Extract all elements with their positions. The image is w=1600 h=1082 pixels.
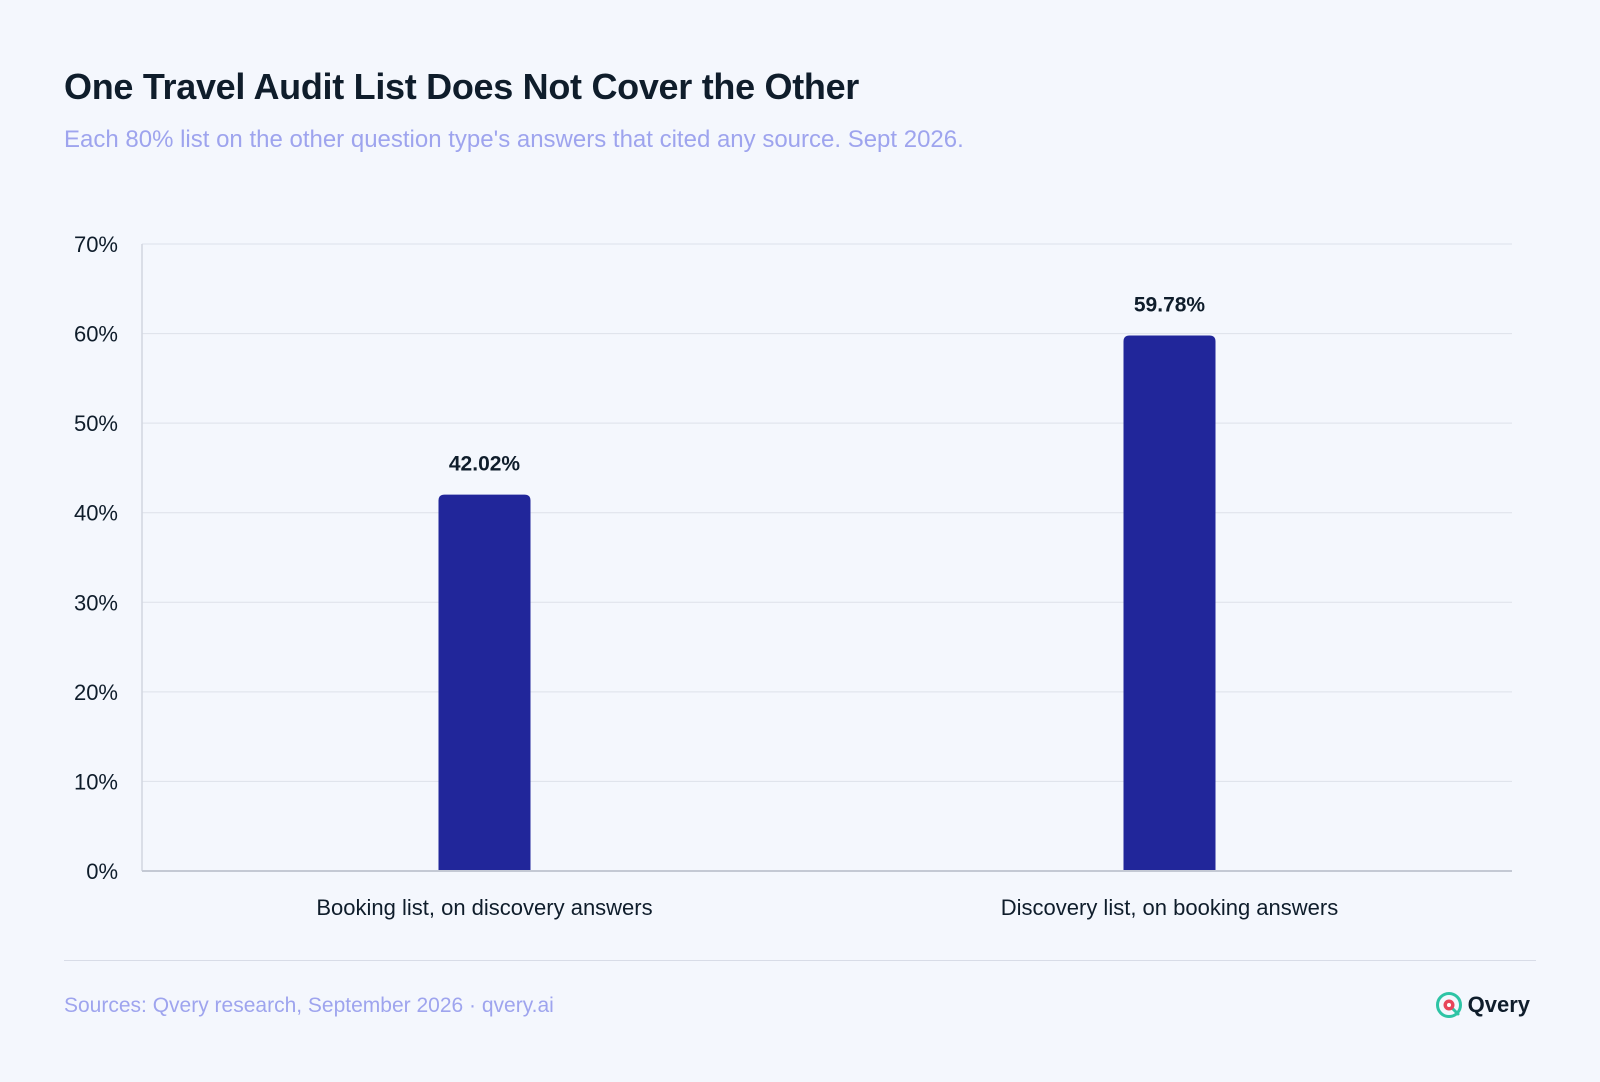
bar-value-label: 59.78% — [1134, 294, 1206, 317]
chart-title: One Travel Audit List Does Not Cover the… — [64, 66, 860, 107]
y-tick-label: 60% — [74, 322, 118, 347]
brand-name: Qvery — [1467, 992, 1530, 1017]
bar — [1123, 335, 1216, 871]
y-tick-label: 70% — [74, 232, 118, 257]
bar — [438, 494, 531, 871]
y-tick-label: 0% — [86, 859, 118, 884]
x-tick-label: Discovery list, on booking answers — [1001, 895, 1338, 920]
chart-subtitle: Each 80% list on the other question type… — [64, 126, 964, 153]
bar-value-label: 42.02% — [449, 453, 521, 476]
source-note: Sources: Qvery research, September 2026 … — [64, 994, 554, 1017]
y-tick-label: 30% — [74, 590, 118, 615]
y-tick-label: 40% — [74, 501, 118, 526]
y-tick-label: 20% — [74, 680, 118, 705]
y-tick-label: 10% — [74, 769, 118, 794]
x-tick-label: Booking list, on discovery answers — [316, 895, 652, 920]
bar-chart: 0% 10% 20% 30% 40% 50% 60% 70% 42.02% Booking lis… — [74, 232, 1512, 920]
qvery-logo-icon — [1435, 992, 1462, 1018]
brand-logo: Qvery — [1435, 992, 1530, 1018]
y-tick-label: 50% — [74, 411, 118, 436]
footer-divider — [64, 960, 1536, 961]
